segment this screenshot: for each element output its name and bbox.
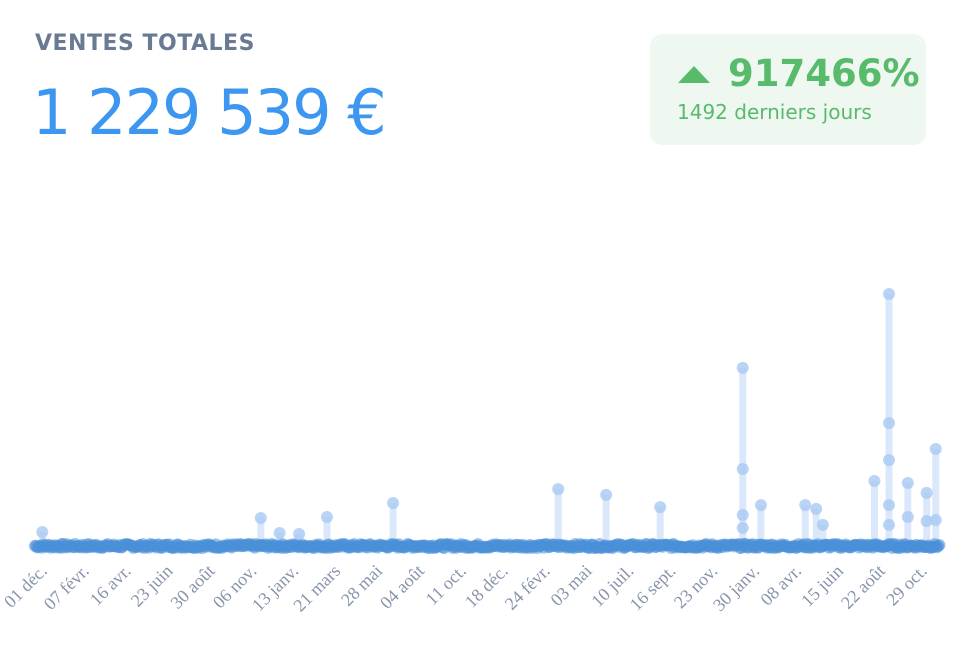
x-tick-label: 11 oct. <box>422 561 470 609</box>
data-point <box>736 463 749 476</box>
x-tick-label: 16 avr. <box>86 561 135 610</box>
data-point <box>293 528 306 541</box>
data-point <box>901 476 914 489</box>
total-sales-value: 1 229 539 € <box>32 76 387 149</box>
data-point <box>387 497 400 510</box>
x-tick-label: 21 mars <box>289 561 344 616</box>
data-point <box>883 499 896 512</box>
x-tick-label: 22 août <box>837 561 889 613</box>
data-point <box>736 521 749 534</box>
data-point <box>273 527 286 540</box>
data-point <box>552 483 565 496</box>
x-tick-label: 03 mai <box>546 561 595 610</box>
data-point <box>868 474 881 487</box>
data-point <box>883 454 896 467</box>
data-point <box>929 514 942 527</box>
data-point <box>754 499 767 512</box>
data-point <box>816 518 829 531</box>
change-period: 1492 derniers jours <box>677 100 872 124</box>
x-tick-label: 29 oct. <box>882 561 931 610</box>
data-point <box>883 518 896 531</box>
data-point <box>736 508 749 521</box>
data-point <box>36 525 49 538</box>
data-point <box>920 515 933 528</box>
data-point <box>254 512 267 525</box>
x-tick-label: 16 sept. <box>626 561 680 615</box>
data-point <box>883 417 896 430</box>
data-point <box>883 288 896 300</box>
x-tick-label: 15 juin <box>797 561 847 611</box>
change-percent: 917466% <box>728 52 920 95</box>
x-tick-label: 07 févr. <box>40 561 93 614</box>
data-point <box>799 499 812 512</box>
x-tick-label: 08 avr. <box>756 561 805 610</box>
data-point <box>920 486 933 499</box>
data-point <box>929 442 942 455</box>
data-point <box>600 488 613 501</box>
data-point <box>736 361 749 374</box>
chart-title: VENTES TOTALES <box>35 31 255 56</box>
x-tick-label: 30 août <box>166 561 218 613</box>
data-point <box>933 539 946 552</box>
data-point <box>810 502 823 515</box>
data-point <box>901 511 914 524</box>
x-tick-label: 24 févr. <box>501 561 554 614</box>
change-percent-row: 917466% <box>678 52 920 95</box>
data-point <box>320 511 333 524</box>
triangle-up-icon <box>678 66 710 83</box>
x-tick-label: 23 juin <box>127 561 177 611</box>
data-point <box>654 501 667 514</box>
x-tick-label: 30 janv. <box>709 561 763 615</box>
change-badge: 917466% 1492 derniers jours <box>650 34 926 145</box>
x-tick-label: 04 août <box>376 561 428 613</box>
